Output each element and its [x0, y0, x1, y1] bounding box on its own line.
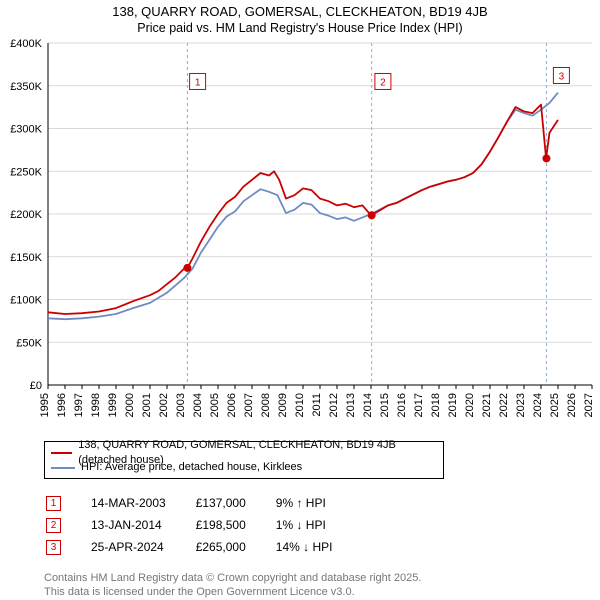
- chart-title: 138, QUARRY ROAD, GOMERSAL, CLECKHEATON,…: [0, 4, 600, 19]
- sale-delta: 9% ↑ HPI: [276, 493, 361, 513]
- table-row: 1 14-MAR-2003 £137,000 9% ↑ HPI: [46, 493, 360, 513]
- svg-text:2004: 2004: [192, 393, 204, 417]
- svg-text:2024: 2024: [532, 393, 544, 417]
- legend: 138, QUARRY ROAD, GOMERSAL, CLECKHEATON,…: [44, 441, 444, 479]
- svg-text:2023: 2023: [515, 393, 527, 417]
- sale-price: £265,000: [196, 537, 274, 557]
- svg-text:2013: 2013: [345, 393, 357, 417]
- svg-text:£200K: £200K: [10, 209, 42, 221]
- svg-text:£0: £0: [30, 380, 42, 392]
- svg-text:2016: 2016: [396, 393, 408, 417]
- legend-swatch-1: [51, 452, 72, 454]
- sale-price: £137,000: [196, 493, 274, 513]
- footer-line-2: This data is licensed under the Open Gov…: [44, 585, 600, 599]
- svg-text:3: 3: [559, 71, 565, 82]
- svg-text:2012: 2012: [328, 393, 340, 417]
- svg-text:1995: 1995: [39, 393, 51, 417]
- line-chart: £0 £50K £100K £150K £200K £250K £300K £350K £400…: [0, 35, 600, 435]
- svg-text:£150K: £150K: [10, 252, 42, 264]
- sale-date: 14-MAR-2003: [91, 493, 194, 513]
- sales-table: 1 14-MAR-2003 £137,000 9% ↑ HPI 2 13-JAN…: [44, 491, 362, 559]
- svg-text:2014: 2014: [362, 393, 374, 417]
- svg-text:2025: 2025: [549, 393, 561, 417]
- sale-price: £198,500: [196, 515, 274, 535]
- sale-date: 25-APR-2024: [91, 537, 194, 557]
- svg-text:£350K: £350K: [10, 81, 42, 93]
- svg-text:2005: 2005: [209, 393, 221, 417]
- svg-text:2027: 2027: [583, 393, 595, 417]
- svg-text:2003: 2003: [175, 393, 187, 417]
- svg-text:2000: 2000: [124, 393, 136, 417]
- svg-text:2009: 2009: [277, 393, 289, 417]
- table-row: 3 25-APR-2024 £265,000 14% ↓ HPI: [46, 537, 360, 557]
- svg-text:2019: 2019: [447, 393, 459, 417]
- table-row: 2 13-JAN-2014 £198,500 1% ↓ HPI: [46, 515, 360, 535]
- svg-text:2026: 2026: [566, 393, 578, 417]
- legend-swatch-2: [51, 467, 75, 469]
- sale-delta: 14% ↓ HPI: [276, 537, 361, 557]
- svg-text:£250K: £250K: [10, 166, 42, 178]
- svg-text:2011: 2011: [311, 393, 323, 417]
- footer-text: Contains HM Land Registry data © Crown c…: [44, 571, 600, 600]
- svg-text:2006: 2006: [226, 393, 238, 417]
- sale-date: 13-JAN-2014: [91, 515, 194, 535]
- svg-text:2017: 2017: [413, 393, 425, 417]
- svg-text:2010: 2010: [294, 393, 306, 417]
- sale-marker-3: 3: [46, 540, 61, 555]
- svg-text:£100K: £100K: [10, 295, 42, 307]
- svg-text:2021: 2021: [481, 393, 493, 417]
- svg-text:1996: 1996: [56, 393, 68, 417]
- svg-text:1999: 1999: [107, 393, 119, 417]
- svg-text:1: 1: [195, 77, 201, 88]
- svg-text:2001: 2001: [141, 393, 153, 417]
- sale-delta: 1% ↓ HPI: [276, 515, 361, 535]
- svg-text:£400K: £400K: [10, 38, 42, 50]
- svg-text:2020: 2020: [464, 393, 476, 417]
- chart-subtitle: Price paid vs. HM Land Registry's House …: [0, 21, 600, 35]
- legend-item-1: 138, QUARRY ROAD, GOMERSAL, CLECKHEATON,…: [51, 445, 437, 460]
- legend-label-2: HPI: Average price, detached house, Kirk…: [81, 460, 302, 475]
- svg-text:2: 2: [380, 77, 386, 88]
- svg-text:2002: 2002: [158, 393, 170, 417]
- sale-marker-2: 2: [46, 518, 61, 533]
- sale-marker-1: 1: [46, 496, 61, 511]
- svg-text:1997: 1997: [73, 393, 85, 417]
- svg-text:2015: 2015: [379, 393, 391, 417]
- chart-area: £0 £50K £100K £150K £200K £250K £300K £350K £400…: [0, 35, 600, 435]
- svg-text:2018: 2018: [430, 393, 442, 417]
- svg-text:2022: 2022: [498, 393, 510, 417]
- svg-text:1998: 1998: [90, 393, 102, 417]
- svg-text:£300K: £300K: [10, 124, 42, 136]
- svg-text:2007: 2007: [243, 393, 255, 417]
- svg-text:£50K: £50K: [16, 337, 42, 349]
- footer-line-1: Contains HM Land Registry data © Crown c…: [44, 571, 600, 585]
- svg-text:2008: 2008: [260, 393, 272, 417]
